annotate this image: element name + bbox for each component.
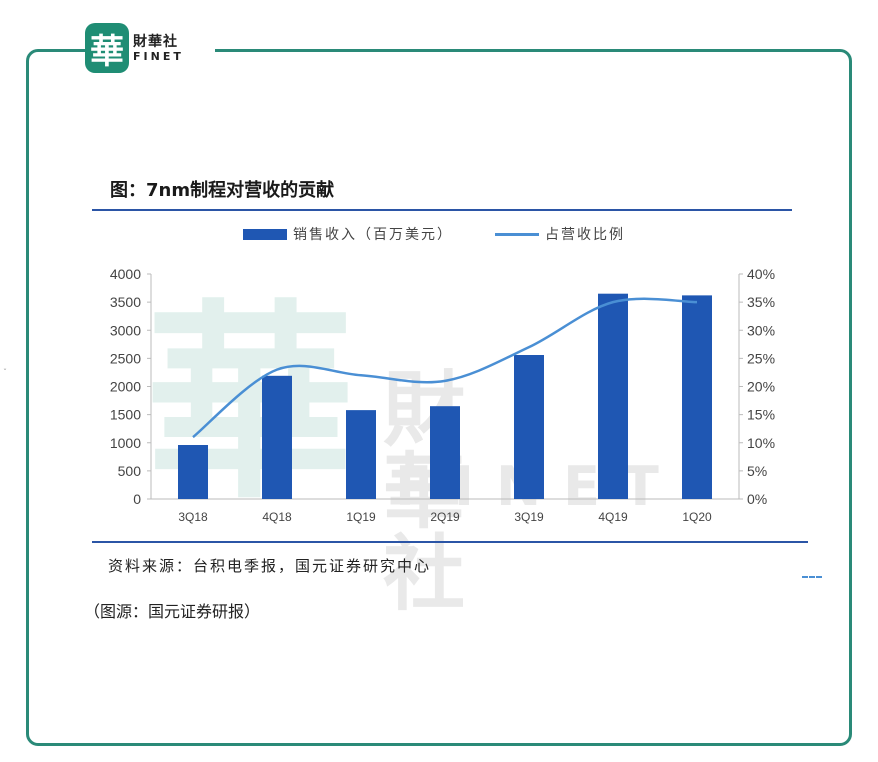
bar <box>598 293 628 499</box>
y-tick-left-label: 4000 <box>110 266 141 282</box>
y-tick-right-label: 10% <box>747 435 775 451</box>
y-tick-right-label: 20% <box>747 379 775 395</box>
title-divider <box>92 209 792 211</box>
legend-line-swatch <box>495 232 539 236</box>
card-frame <box>26 49 852 746</box>
bar <box>514 355 544 499</box>
y-tick-right-label: 40% <box>747 266 775 282</box>
y-tick-right-label: 5% <box>747 463 767 479</box>
bar <box>262 375 292 499</box>
y-tick-right-label: 0% <box>747 491 767 507</box>
y-tick-right-label: 30% <box>747 322 775 338</box>
source-note: 资料来源：台积电季报，国元证券研究中心 <box>108 557 432 575</box>
y-tick-left-label: 3000 <box>110 322 141 338</box>
y-tick-left-label: 1500 <box>110 407 141 423</box>
legend-bar-swatch <box>243 228 287 240</box>
logo-en-text: FINET <box>133 49 184 63</box>
source-divider <box>92 541 808 543</box>
x-tick-label: 1Q20 <box>682 510 712 524</box>
x-tick-label: 2Q19 <box>430 510 460 524</box>
x-tick-label: 3Q19 <box>514 510 544 524</box>
image-caption: （图源：国元证券研报） <box>84 602 261 621</box>
y-tick-left-label: 0 <box>133 491 141 507</box>
x-tick-label: 4Q18 <box>262 510 292 524</box>
edge-mark: ˇ <box>3 368 7 377</box>
legend-line-label: 占营收比例 <box>545 227 625 243</box>
y-tick-right-label: 35% <box>747 294 775 310</box>
bar <box>178 445 208 499</box>
bar <box>346 410 376 499</box>
x-tick-label: 1Q19 <box>346 510 376 524</box>
x-tick-label: 3Q18 <box>178 510 208 524</box>
legend-bar-label: 销售收入（百万美元） <box>293 227 453 243</box>
y-tick-left-label: 3500 <box>110 294 141 310</box>
dash-mark <box>802 576 822 580</box>
chart-legend: 销售收入（百万美元） 占营收比例 <box>243 222 625 246</box>
y-tick-left-label: 1000 <box>110 435 141 451</box>
x-tick-label: 4Q19 <box>598 510 628 524</box>
figure-title: 图：7nm制程对营收的贡献 <box>110 180 335 201</box>
y-tick-left-label: 2500 <box>110 350 141 366</box>
bar <box>430 406 460 499</box>
y-tick-right-label: 15% <box>747 407 775 423</box>
logo-mark: 華 <box>85 23 129 73</box>
y-tick-left-label: 2000 <box>110 379 141 395</box>
share-line <box>192 297 698 439</box>
logo-cn-text: 財華社 <box>133 33 178 50</box>
bar <box>682 295 712 499</box>
finet-logo: 華 財華社 FINET <box>85 20 215 76</box>
y-tick-right-label: 25% <box>747 350 775 366</box>
y-tick-left-label: 500 <box>118 463 142 479</box>
